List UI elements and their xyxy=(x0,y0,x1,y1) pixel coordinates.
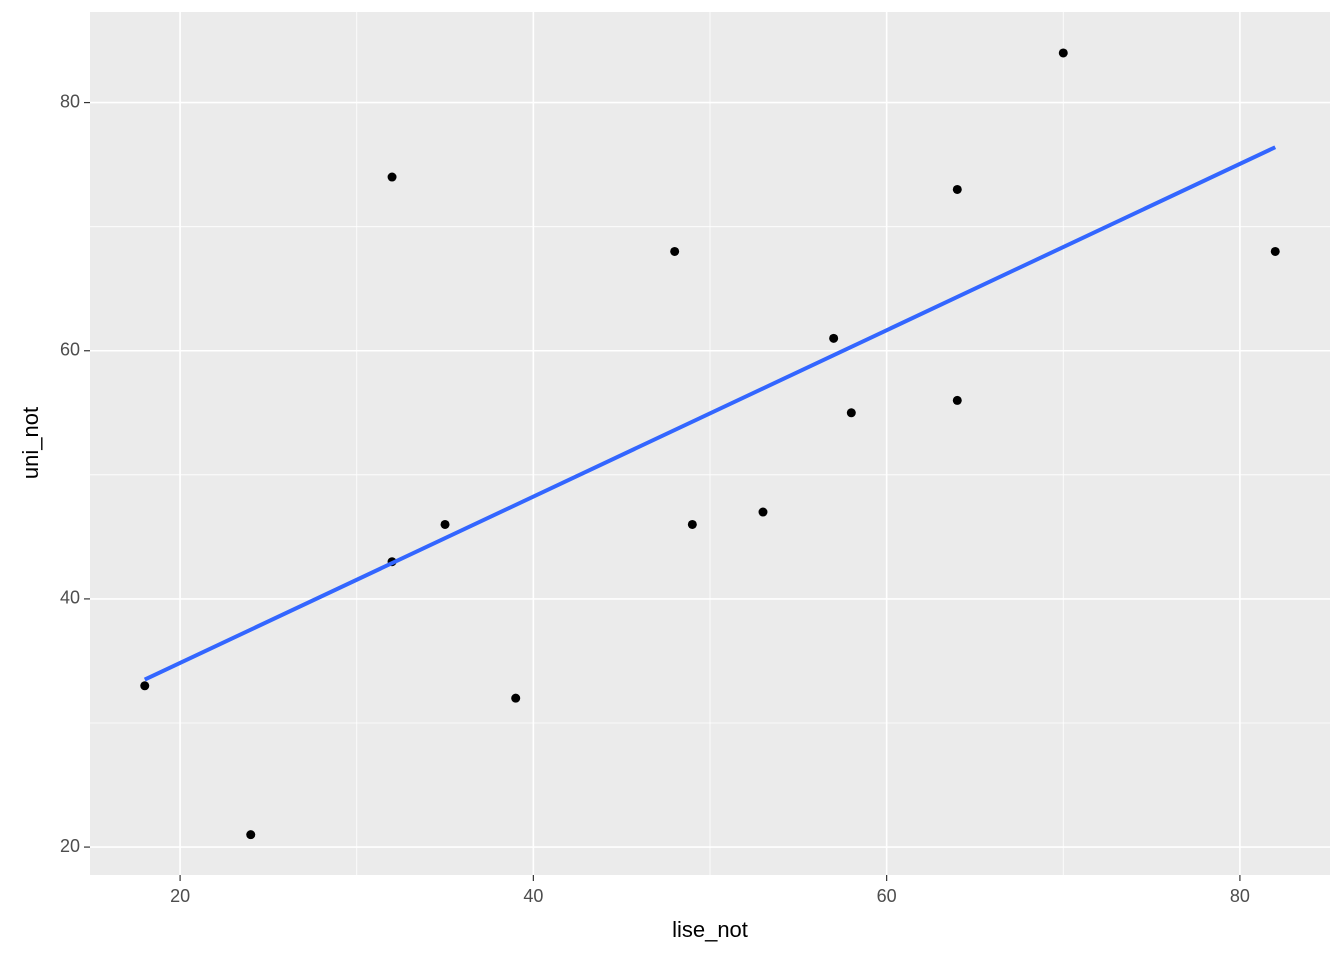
point xyxy=(758,507,768,517)
x-axis-title: lise_not xyxy=(672,917,748,942)
y-tick-label: 80 xyxy=(60,91,80,111)
y-tick-label: 20 xyxy=(60,836,80,856)
point xyxy=(387,172,397,182)
trend-line xyxy=(143,145,1277,682)
x-tick-label: 20 xyxy=(170,886,190,906)
point xyxy=(511,693,521,703)
point xyxy=(1058,48,1068,58)
point xyxy=(140,681,150,691)
y-axis-title: uni_not xyxy=(18,407,43,479)
x-tick-label: 80 xyxy=(1230,886,1250,906)
point xyxy=(829,333,839,343)
point xyxy=(1270,246,1280,256)
x-tick-label: 40 xyxy=(523,886,543,906)
y-tick-label: 60 xyxy=(60,339,80,359)
y-tick-label: 40 xyxy=(60,588,80,608)
point xyxy=(440,519,450,529)
point xyxy=(952,184,962,194)
point xyxy=(687,519,697,529)
point xyxy=(846,408,856,418)
point xyxy=(952,395,962,405)
point xyxy=(246,830,256,840)
point xyxy=(670,246,680,256)
x-tick-label: 60 xyxy=(877,886,897,906)
